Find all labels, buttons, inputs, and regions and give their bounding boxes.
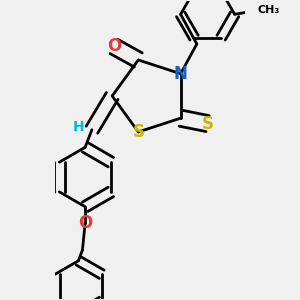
Text: S: S xyxy=(132,123,144,141)
Text: H: H xyxy=(73,120,84,134)
Text: O: O xyxy=(107,38,121,56)
Text: N: N xyxy=(174,65,188,83)
Text: S: S xyxy=(202,115,214,133)
Text: CH₃: CH₃ xyxy=(257,5,280,15)
Text: O: O xyxy=(78,214,92,232)
